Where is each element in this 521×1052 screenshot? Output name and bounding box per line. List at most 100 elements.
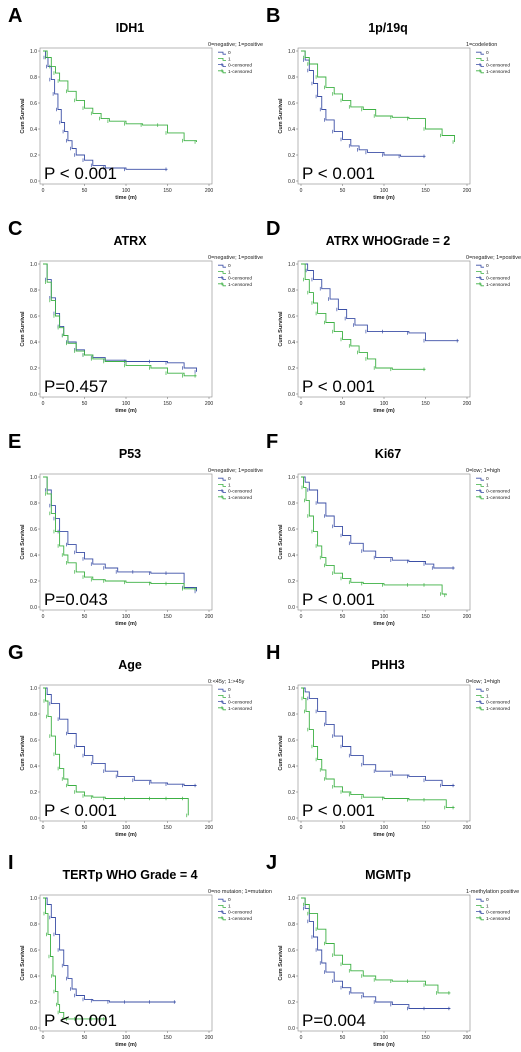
legend-line-icon (476, 905, 484, 908)
plot-area: 0 50 100 150 200 0.0 0.2 0.4 0.6 0.8 1.0 time (m) Cu… (278, 47, 471, 201)
legend-item: 0 (228, 263, 231, 269)
x-axis-label: time (m) (373, 621, 395, 627)
x-tick-label: 150 (421, 614, 430, 620)
y-tick-label: 0.4 (30, 974, 37, 980)
legend-censor-icon (218, 282, 226, 287)
y-tick-label: 0.8 (30, 75, 37, 81)
y-tick-label: 0.2 (30, 366, 37, 372)
plot-area: 0 50 100 150 200 0.0 0.2 0.4 0.6 0.8 1.0 time (m) Cu… (278, 260, 472, 414)
legend-swatch (218, 911, 226, 914)
legend-item: 1 (486, 269, 489, 275)
x-tick-label: 200 (205, 188, 214, 194)
y-tick-label: 0.2 (288, 366, 295, 372)
legend-item: 0-censored (486, 276, 510, 282)
panel-i: I TERTp WHO Grade = 4 0=no mutaion; 1=muta… (8, 852, 272, 1048)
legend-item: 0 (228, 50, 231, 56)
legend-item: 0-censored (486, 489, 510, 495)
panel-title: ATRX (113, 234, 147, 248)
x-axis-label: time (m) (115, 832, 137, 838)
x-tick-label: 200 (205, 1035, 214, 1041)
y-tick-label: 0.4 (30, 553, 37, 559)
y-tick-label: 1.0 (288, 896, 295, 902)
plot-area: 0 50 100 150 200 0.0 0.2 0.4 0.6 0.8 1.0 time (m) Cu… (278, 894, 471, 1048)
y-tick-label: 0.4 (30, 127, 37, 133)
panel-letter: D (266, 218, 280, 240)
y-axis-label: Cum Survival (278, 735, 284, 771)
y-tick-label: 0.4 (30, 764, 37, 770)
series-line-0 (301, 897, 451, 1009)
p-value: P=0.043 (44, 590, 108, 609)
panel-letter: E (8, 431, 21, 453)
x-tick-label: 0 (300, 614, 303, 620)
legend-swatch (476, 64, 484, 67)
x-axis-label: time (m) (373, 195, 395, 201)
legend-title: 0=negative; 1=positive (208, 42, 263, 48)
x-axis-label: time (m) (373, 408, 395, 414)
y-tick-label: 1.0 (30, 49, 37, 55)
legend-title: 0=negative; 1=positive (208, 468, 263, 474)
legend-item: 1 (486, 56, 489, 62)
x-tick-label: 100 (122, 614, 131, 620)
x-tick-label: 200 (463, 825, 472, 831)
y-axis-label: Cum Survival (278, 945, 284, 981)
y-axis-label: Cum Survival (20, 311, 26, 347)
series-line-1 (301, 263, 426, 370)
x-tick-label: 0 (42, 1035, 45, 1041)
legend-item: 0 (486, 897, 489, 903)
x-tick-label: 100 (380, 188, 389, 194)
legend-item: 0 (228, 897, 231, 903)
y-axis-label: Cum Survival (20, 735, 26, 771)
x-tick-label: 50 (340, 825, 346, 831)
y-tick-label: 0.6 (30, 738, 37, 744)
x-axis-label: time (m) (115, 621, 137, 627)
legend-swatch (476, 701, 484, 704)
legend-swatch (218, 707, 226, 711)
legend-item: 0 (486, 50, 489, 56)
legend-item: 0-censored (228, 276, 252, 282)
x-tick-label: 150 (163, 614, 172, 620)
legend-censor-icon (218, 916, 226, 921)
legend-swatch (218, 51, 226, 55)
series-line-1 (43, 50, 197, 142)
legend-item: 0-censored (228, 63, 252, 69)
legend-censor-icon (476, 910, 484, 914)
x-tick-label: 150 (163, 401, 172, 407)
x-axis-label: time (m) (115, 1042, 137, 1048)
legend-item: 0 (486, 687, 489, 693)
legend-swatch (218, 271, 226, 274)
legend-censor-icon (218, 276, 226, 280)
legend-line-icon (476, 271, 484, 274)
y-tick-label: 0.0 (288, 392, 295, 398)
legend-swatch (476, 58, 484, 61)
y-tick-label: 0.8 (288, 922, 295, 928)
legend-swatch (476, 283, 484, 287)
x-tick-label: 150 (421, 1035, 430, 1041)
y-tick-label: 0.6 (288, 738, 295, 744)
y-tick-label: 0.6 (288, 101, 295, 107)
legend-item: 1 (486, 903, 489, 909)
legend-item: 1 (486, 482, 489, 488)
legend-censor-icon (476, 276, 484, 280)
x-tick-label: 100 (380, 1035, 389, 1041)
x-tick-label: 50 (82, 1035, 88, 1041)
y-tick-label: 0.4 (288, 553, 295, 559)
x-tick-label: 150 (421, 825, 430, 831)
legend-item: 0 (486, 263, 489, 269)
legend-item: 0-censored (486, 700, 510, 706)
x-tick-label: 50 (82, 188, 88, 194)
y-tick-label: 0.4 (288, 127, 295, 133)
p-value: P < 0.001 (302, 801, 375, 820)
legend-swatch (218, 283, 226, 287)
legend-swatch (476, 707, 484, 711)
legend-line-icon (218, 477, 226, 481)
x-tick-label: 200 (463, 401, 472, 407)
legend-swatch (218, 898, 226, 902)
series-line-1 (301, 50, 455, 142)
legend-censor-icon (218, 700, 226, 704)
legend-censor-icon (218, 63, 226, 67)
panel-b: B1p/19q1=codeletion010-censored1-censore… (266, 5, 510, 201)
